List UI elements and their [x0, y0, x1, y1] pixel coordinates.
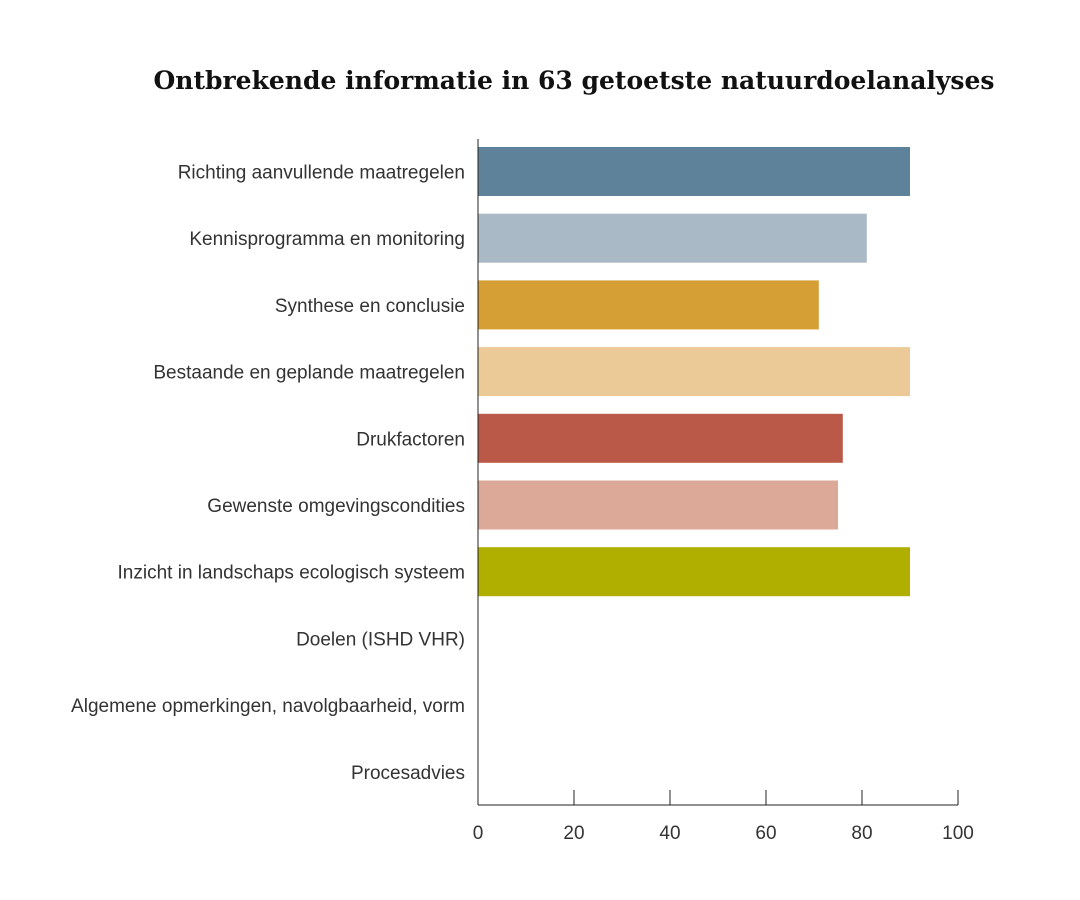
category-label: Kennisprogramma en monitoring	[189, 229, 465, 250]
category-label: Synthese en conclusie	[275, 296, 465, 317]
category-label: Drukfactoren	[356, 429, 465, 450]
category-label: Bestaande en geplande maatregelen	[153, 363, 465, 384]
x-tick-label: 80	[851, 823, 872, 844]
category-label: Algemene opmerkingen, navolgbaarheid, vo…	[71, 696, 465, 717]
bar	[478, 413, 843, 463]
bar	[478, 547, 910, 597]
bar	[478, 480, 838, 530]
x-tick-label: 0	[473, 823, 484, 844]
bar	[478, 347, 910, 397]
bar	[478, 280, 819, 330]
x-tick-label: 20	[563, 823, 584, 844]
chart-title: Ontbrekende informatie in 63 getoetste n…	[153, 66, 995, 95]
x-tick-label: 40	[659, 823, 680, 844]
category-label: Gewenste omgevingscondities	[207, 496, 465, 517]
x-tick-label: 100	[942, 823, 974, 844]
bar	[478, 213, 867, 263]
category-label: Inzicht in landschaps ecologisch systeem	[118, 563, 465, 584]
x-tick-label: 60	[755, 823, 776, 844]
category-label: Richting aanvullende maatregelen	[178, 163, 465, 184]
bar	[478, 147, 910, 196]
category-label: Doelen (ISHD VHR)	[296, 629, 465, 650]
category-label: Procesadvies	[351, 763, 465, 784]
